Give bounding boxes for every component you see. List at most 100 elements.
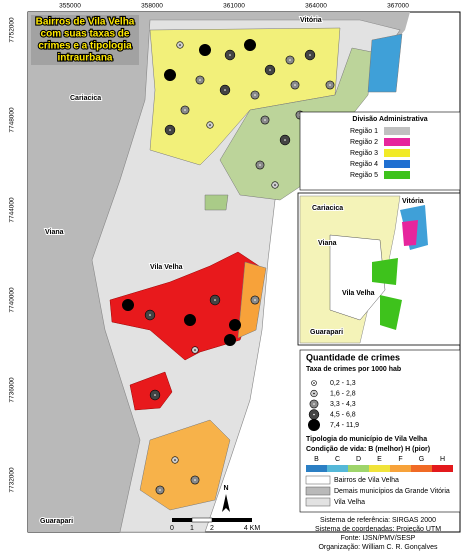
- place-label: Guarapari: [40, 518, 73, 525]
- legend-label: G: [419, 456, 424, 463]
- legend-swatch: [305, 486, 331, 496]
- footer-line: Organização: William C. R. Gonçalves: [318, 544, 438, 551]
- legend-symbol-dot: [313, 392, 315, 395]
- legend-label: Região 1: [350, 128, 378, 135]
- footer-line: Sistema de coordenadas: Projeção UTM: [315, 526, 441, 533]
- crime-symbol: [199, 43, 212, 56]
- crime-symbol-dot: [289, 59, 291, 61]
- legend-label: 0,2 - 1,3: [330, 380, 356, 387]
- legend-label: 3,3 - 4,3: [330, 401, 356, 408]
- scale-label: 1: [190, 525, 194, 532]
- legend-symbol-dot: [313, 403, 315, 405]
- legend-swatch: [432, 465, 453, 472]
- x-coordinate: 364000: [305, 3, 327, 10]
- scale-label: 0: [170, 525, 174, 532]
- legend-label: Demais municípios da Grande Vitória: [334, 488, 450, 495]
- legend-label: C: [335, 456, 340, 463]
- x-coordinate: 358000: [141, 3, 163, 10]
- footer-line: Fonte: IJSN/PMV/SESP: [341, 535, 416, 542]
- inset-label: Vila Velha: [342, 290, 375, 297]
- north-label: N: [223, 485, 228, 492]
- legend-swatch: [384, 160, 410, 168]
- crime-symbol: [244, 38, 257, 51]
- region-5-part: [204, 194, 229, 211]
- legend-swatch: [384, 149, 410, 157]
- scale-segment: [172, 518, 192, 522]
- legend-label: 1,6 - 2,8: [330, 390, 356, 397]
- legend-label: H: [440, 456, 445, 463]
- region-legend: [299, 111, 461, 191]
- legend-symbol-dot: [313, 413, 315, 416]
- inset-vila-velha: [329, 234, 386, 321]
- crime-legend: [299, 349, 461, 513]
- crime-symbol-dot: [184, 109, 186, 111]
- title-line: crimes e a tipologia: [38, 41, 132, 52]
- place-label: Cariacica: [70, 95, 101, 102]
- inset-region-5: [372, 258, 398, 285]
- title-line: com suas taxas de: [41, 29, 130, 40]
- legend-symbol-dot: [313, 382, 315, 384]
- legend-subtitle: Condição de vida: B (melhor) H (pior): [306, 446, 430, 453]
- crime-symbol-dot: [254, 94, 256, 96]
- crime-symbol-dot: [169, 129, 171, 131]
- legend-label: F: [398, 456, 402, 463]
- legend-swatch: [369, 465, 390, 472]
- legend-swatch: [306, 465, 327, 472]
- scale-label: 4 KM: [244, 525, 261, 532]
- inset-label: Cariacica: [312, 205, 343, 212]
- y-coordinate: 7752000: [9, 17, 16, 43]
- crime-symbol: [122, 298, 135, 311]
- legend-swatch: [305, 475, 331, 485]
- legend-swatch: [327, 465, 348, 472]
- legend-label: Região 3: [350, 150, 378, 157]
- crime-symbol-dot: [199, 79, 201, 81]
- inset-label: Viana: [318, 240, 337, 247]
- legend-title: Tipologia do município de Vila Velha: [306, 436, 427, 443]
- crime-symbol-dot: [209, 124, 211, 126]
- crime-symbol-dot: [254, 299, 256, 301]
- crime-symbol-dot: [264, 119, 266, 121]
- legend-label: B: [314, 456, 319, 463]
- legend-swatch: [384, 138, 410, 146]
- crime-symbol-dot: [159, 489, 161, 491]
- crime-symbol-dot: [214, 299, 216, 301]
- y-coordinate: 7740000: [9, 287, 16, 313]
- crime-symbol: [184, 313, 197, 326]
- north-arrow: [222, 494, 230, 512]
- crime-symbol-dot: [224, 89, 226, 91]
- legend-swatch: [384, 171, 410, 179]
- crime-symbol-dot: [284, 139, 286, 141]
- legend-symbol: [307, 418, 320, 431]
- inset-label: Guarapari: [310, 329, 343, 336]
- crime-symbol-dot: [194, 349, 196, 351]
- crime-symbol-dot: [229, 54, 231, 56]
- inset-region-2: [402, 220, 418, 246]
- y-coordinate: 7732000: [9, 467, 16, 493]
- crime-symbol-dot: [274, 184, 276, 186]
- crime-symbol: [224, 333, 237, 346]
- y-coordinate: 7744000: [9, 197, 16, 223]
- crime-symbol-dot: [259, 164, 261, 166]
- legend-title: Divisão Administrativa: [352, 116, 427, 123]
- legend-label: E: [377, 456, 382, 463]
- x-coordinate: 361000: [223, 3, 245, 10]
- crime-symbol-dot: [179, 44, 181, 46]
- legend-label: Região 2: [350, 139, 378, 146]
- legend-swatch: [348, 465, 369, 472]
- legend-subtitle: Taxa de crimes por 1000 hab: [306, 366, 401, 373]
- title-line: Bairros de Vila Velha: [36, 17, 135, 28]
- crime-symbol-dot: [329, 84, 331, 86]
- legend-label: 7,4 - 11,9: [330, 422, 359, 429]
- scale-segment: [212, 518, 252, 522]
- place-label: Vila Velha: [150, 264, 183, 271]
- legend-label: Região 4: [350, 161, 378, 168]
- legend-title: Quantidade de crimes: [306, 352, 400, 362]
- x-coordinate: 355000: [59, 3, 81, 10]
- crime-symbol-dot: [294, 84, 296, 86]
- crime-symbol-dot: [269, 69, 271, 71]
- inset-region-5b: [380, 295, 402, 330]
- legend-label: Vila Velha: [334, 499, 365, 506]
- crime-symbol: [164, 69, 177, 82]
